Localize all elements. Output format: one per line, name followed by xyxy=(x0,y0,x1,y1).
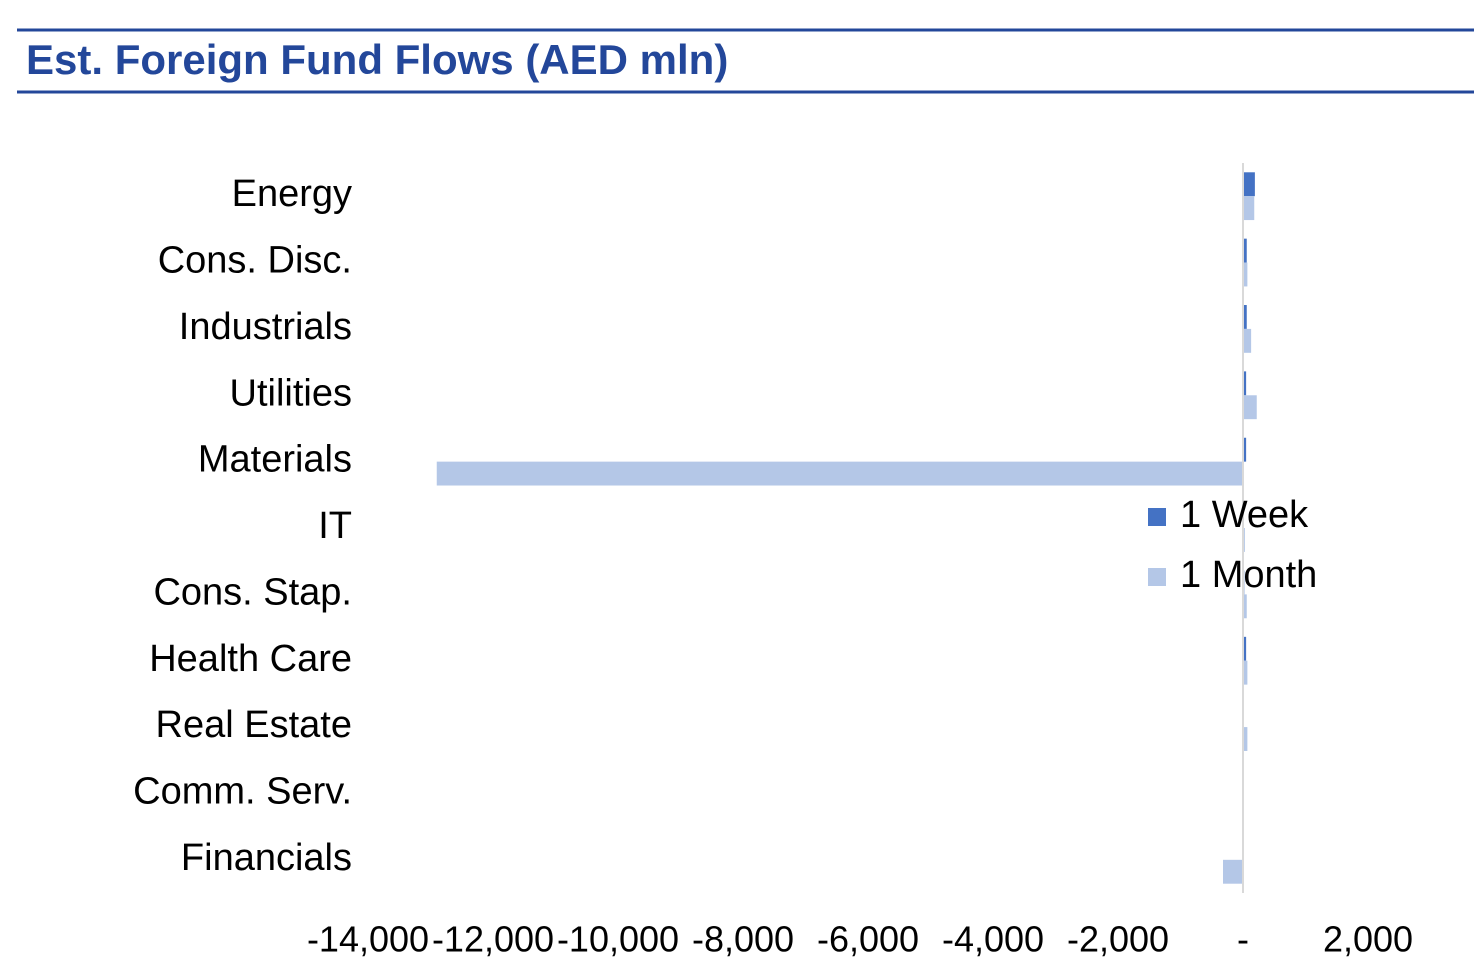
x-tick-label: - xyxy=(1237,919,1249,960)
y-tick-label: Financials xyxy=(181,837,352,879)
y-tick-label: Cons. Stap. xyxy=(153,571,352,613)
y-tick-label: Energy xyxy=(232,173,352,215)
legend-label: 1 Month xyxy=(1180,554,1317,596)
y-tick-label: IT xyxy=(318,505,352,547)
bar xyxy=(1243,305,1247,329)
y-tick-label: Comm. Serv. xyxy=(133,770,352,812)
bar xyxy=(1243,262,1248,287)
y-tick-label: Cons. Disc. xyxy=(158,240,352,282)
x-tick-label: -12,000 xyxy=(432,919,554,960)
bar xyxy=(1243,437,1247,462)
bar xyxy=(1243,636,1247,661)
bar xyxy=(1243,238,1247,263)
x-tick-label: -2,000 xyxy=(1067,919,1169,960)
bar xyxy=(1243,172,1255,197)
x-tick-label: -8,000 xyxy=(692,919,794,960)
bar xyxy=(1243,727,1248,751)
x-tick-label: -14,000 xyxy=(307,919,429,960)
chart-title: Est. Foreign Fund Flows (AED mln) xyxy=(26,36,728,83)
legend-swatch xyxy=(1148,508,1166,526)
y-tick-label: Industrials xyxy=(179,306,352,348)
bar xyxy=(1243,328,1252,353)
y-tick-label: Utilities xyxy=(230,372,352,414)
bar xyxy=(1243,594,1247,619)
legend-swatch xyxy=(1148,568,1166,586)
x-tick-label: -4,000 xyxy=(942,919,1044,960)
x-tick-label: 2,000 xyxy=(1323,919,1413,960)
bar xyxy=(1243,395,1257,420)
x-tick-label: -10,000 xyxy=(557,919,679,960)
bar xyxy=(1243,196,1255,221)
bar xyxy=(1223,859,1243,884)
x-tick-label: -6,000 xyxy=(817,919,919,960)
bar xyxy=(436,461,1243,486)
y-tick-label: Materials xyxy=(198,439,352,481)
bar xyxy=(1243,371,1247,396)
legend-label: 1 Week xyxy=(1180,494,1309,536)
y-tick-label: Real Estate xyxy=(156,704,352,746)
y-tick-label: Health Care xyxy=(149,638,352,680)
bar xyxy=(1243,660,1248,685)
